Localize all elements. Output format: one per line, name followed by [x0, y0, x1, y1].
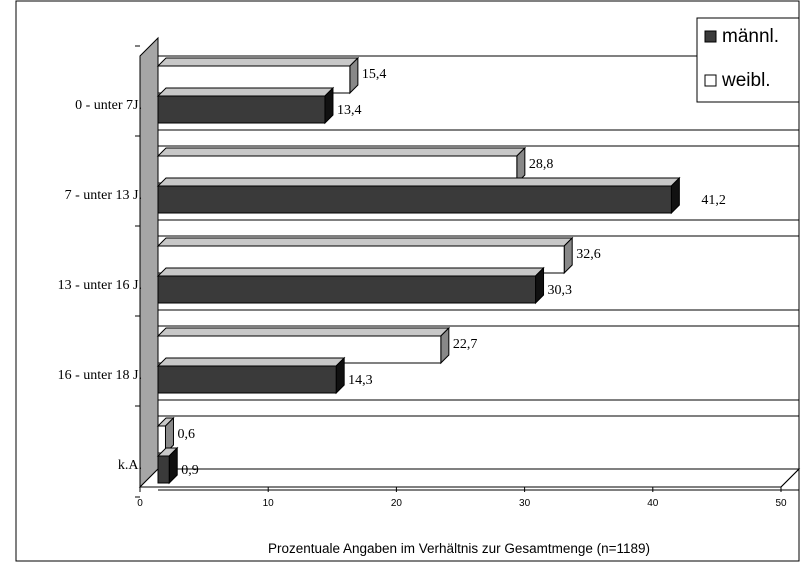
- bar-front: [157, 95, 326, 124]
- data-label-weibl: 15,4: [362, 67, 387, 82]
- x-tick-label: 30: [519, 498, 531, 509]
- legend-swatch-maennl: [704, 30, 717, 43]
- data-label-weibl: 32,6: [576, 247, 601, 262]
- x-tick-label: 20: [391, 498, 403, 509]
- bar-top: [156, 177, 681, 187]
- y-axis-ticks: [135, 45, 140, 498]
- data-label-maennl: 0,9: [181, 463, 199, 478]
- data-label-maennl: 14,3: [348, 373, 373, 388]
- legend-swatch-weibl: [704, 74, 717, 87]
- x-tick-label: 50: [775, 498, 787, 509]
- bar-maennl: [156, 176, 681, 215]
- bar-maennl: [156, 86, 335, 125]
- bar-front: [157, 185, 672, 214]
- bar-maennl: [156, 356, 346, 395]
- category-label: 7 - unter 13 J.: [65, 188, 142, 203]
- bar-weibl: [156, 326, 451, 365]
- category-label: 13 - unter 16 J.: [58, 278, 142, 293]
- bar-front: [157, 365, 337, 394]
- data-label-maennl: 30,3: [548, 283, 573, 298]
- category-label: 0 - unter 7J.: [75, 98, 142, 113]
- legend-label-weibl: weibl.: [721, 70, 771, 91]
- x-axis-title: Prozentuale Angaben im Verhältnis zur Ge…: [268, 541, 650, 556]
- bar-top: [156, 57, 360, 67]
- bars: 15,4 13,4 28,8 41,2 32,6 30,3 22,7 14,3 0,6 0,9: [156, 56, 726, 485]
- bar-maennl: [156, 446, 179, 485]
- bar-top: [156, 87, 335, 97]
- bar-top: [156, 267, 545, 277]
- category-label: 16 - unter 18 J.: [58, 368, 142, 383]
- bar-top: [156, 147, 527, 157]
- bar-front: [157, 455, 170, 484]
- bar-top: [156, 357, 346, 367]
- data-label-weibl: 22,7: [453, 337, 478, 352]
- x-tick-label: 40: [647, 498, 659, 509]
- plot-walls: [138, 36, 801, 489]
- legend-label-maennl: männl.: [722, 26, 779, 47]
- data-label-weibl: 28,8: [529, 157, 554, 172]
- bar-top: [156, 327, 451, 337]
- data-label-maennl: 13,4: [337, 103, 362, 118]
- category-labels: 0 - unter 7J. 7 - unter 13 J. 13 - unter 1…: [58, 98, 142, 473]
- x-axis-depth-line: [780, 468, 800, 488]
- floor: [138, 468, 801, 488]
- category-bands: [135, 45, 799, 498]
- x-tick-label: 0: [137, 498, 143, 509]
- bar-top: [156, 237, 574, 247]
- x-axis: 0 10 20 30 40 50: [137, 468, 800, 509]
- bar-front: [157, 275, 537, 304]
- legend: männl. weibl.: [696, 17, 800, 103]
- left-wall: [139, 36, 159, 489]
- bar-maennl: [156, 266, 545, 305]
- data-label-weibl: 0,6: [177, 427, 195, 442]
- x-tick-label: 10: [263, 498, 275, 509]
- category-label: k.A.: [118, 458, 142, 473]
- data-label-maennl: 41,2: [701, 193, 726, 208]
